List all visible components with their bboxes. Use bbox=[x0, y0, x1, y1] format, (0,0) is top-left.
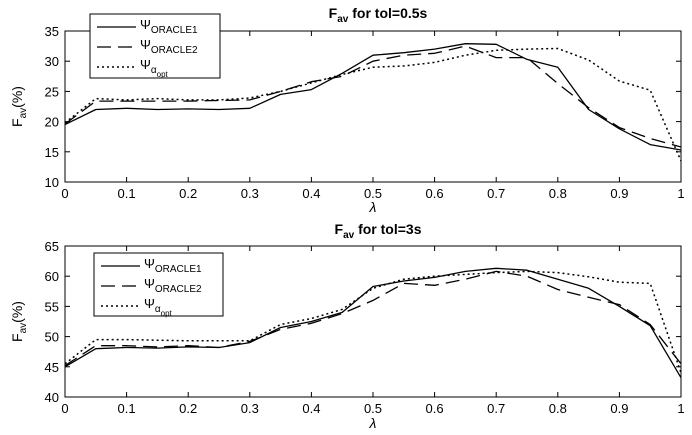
x-tick-label: 1 bbox=[677, 401, 684, 416]
chart-title: Fav for tol=3s bbox=[335, 221, 422, 241]
x-tick-label: 0.9 bbox=[610, 186, 628, 201]
x-axis-label: λ bbox=[369, 199, 377, 215]
x-tick-label: 0.1 bbox=[118, 401, 136, 416]
x-axis-label: λ bbox=[369, 415, 377, 430]
y-tick-label: 45 bbox=[45, 360, 59, 375]
x-tick-label: 0.3 bbox=[241, 186, 259, 201]
x-tick-label: 0.4 bbox=[302, 186, 320, 201]
chart-title: Fav for tol=0.5s bbox=[329, 5, 428, 25]
x-tick-label: 0.8 bbox=[549, 401, 567, 416]
x-tick-label: 0.6 bbox=[426, 186, 444, 201]
y-tick-label: 15 bbox=[45, 145, 59, 160]
y-axis-label: Fav(%) bbox=[9, 86, 29, 127]
y-axis-label: Fav(%) bbox=[9, 301, 29, 342]
x-tick-label: 0.2 bbox=[179, 186, 197, 201]
y-tick-label: 20 bbox=[45, 115, 59, 130]
y-tick-label: 30 bbox=[45, 54, 59, 69]
y-tick-label: 55 bbox=[45, 299, 59, 314]
x-tick-label: 0.6 bbox=[426, 401, 444, 416]
x-tick-label: 1 bbox=[677, 186, 684, 201]
y-tick-label: 35 bbox=[45, 24, 59, 39]
x-tick-label: 0.7 bbox=[487, 186, 505, 201]
x-tick-label: 0.1 bbox=[118, 186, 136, 201]
x-tick-label: 0.8 bbox=[549, 186, 567, 201]
y-tick-label: 40 bbox=[45, 390, 59, 405]
y-tick-label: 25 bbox=[45, 84, 59, 99]
y-tick-label: 50 bbox=[45, 330, 59, 345]
x-tick-label: 0.4 bbox=[302, 401, 320, 416]
y-tick-label: 65 bbox=[45, 239, 59, 254]
y-tick-label: 10 bbox=[45, 175, 59, 190]
x-tick-label: 0 bbox=[61, 186, 68, 201]
x-tick-label: 0.7 bbox=[487, 401, 505, 416]
x-tick-label: 0.9 bbox=[610, 401, 628, 416]
x-tick-label: 0.2 bbox=[179, 401, 197, 416]
x-tick-label: 0 bbox=[61, 401, 68, 416]
x-tick-label: 0.3 bbox=[241, 401, 259, 416]
y-tick-label: 60 bbox=[45, 269, 59, 284]
chart-panel-2: 0 0.1 0.2 0.3 0.4 0.5 0.6 0.7 0.8 0.9 1 40 45 50 55 60 6… bbox=[9, 221, 685, 430]
x-tick-label: 0.5 bbox=[364, 401, 382, 416]
